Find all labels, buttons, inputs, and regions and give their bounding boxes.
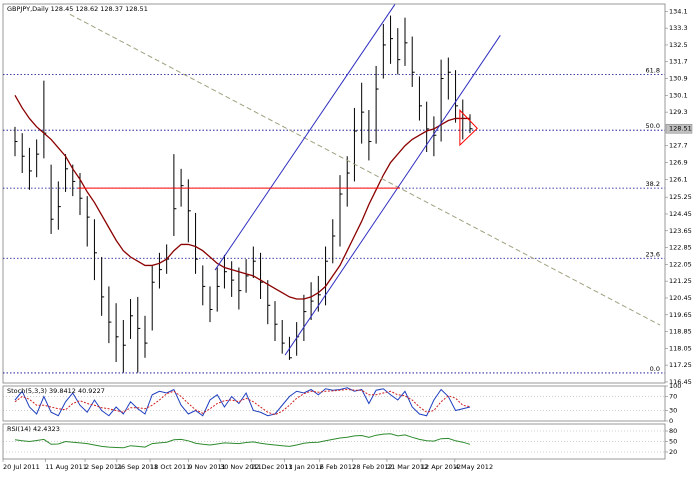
fib-label: 38.2: [646, 180, 660, 188]
x-tick-label: 2 Sep 2011: [85, 463, 122, 471]
panel-title: GBPJPY,Daily 128.45 128.62 128.37 128.51: [7, 5, 148, 13]
y-tick-label: 130.9: [669, 75, 688, 83]
y-tick-label: 127.7: [669, 142, 688, 150]
x-tick-label: 12 Apr 2012: [421, 463, 461, 471]
fib-label: 0.0: [650, 365, 660, 373]
panel-frame: [2, 3, 666, 384]
fib-label: 50.0: [646, 122, 660, 130]
y-tick-label: 122.85: [669, 244, 692, 252]
trendline: [459, 109, 478, 147]
x-tick-label: 26 Sep 2011: [117, 463, 158, 471]
x-tick-label: 11 Aug 2011: [45, 463, 87, 471]
plot-area: [3, 4, 665, 374]
panel-title: RSI(14) 42.4323: [7, 425, 60, 433]
y-tick-label: 80: [669, 427, 677, 435]
y-tick-label: 118.05: [669, 344, 692, 352]
last-price-label: 128.51: [669, 125, 692, 133]
y-tick-label: 120.45: [669, 294, 692, 302]
y-tick-label: 50: [669, 438, 677, 446]
y-tick-label: 121.25: [669, 277, 692, 285]
y-tick-label: 130.1: [669, 91, 688, 99]
x-tick-label: 28 Feb 2012: [352, 463, 392, 471]
trendline: [284, 35, 501, 356]
y-tick-label: 119.65: [669, 311, 692, 319]
y-tick-label: 117.25: [669, 361, 692, 369]
y-tick-label: 126.1: [669, 175, 688, 183]
x-tick-label: 30 Nov 2011: [220, 463, 262, 471]
y-tick-label: 70: [669, 393, 677, 401]
x-tick-label: 18 Oct 2011: [150, 463, 190, 471]
y-tick-label: 100: [669, 382, 681, 390]
y-tick-label: 125.25: [669, 193, 692, 201]
moving-average: [14, 95, 470, 300]
y-tick-label: 131.7: [669, 58, 688, 66]
indicator-line: [14, 388, 471, 416]
y-tick-label: 134.1: [669, 7, 688, 15]
fib-label: 23.6: [646, 250, 660, 258]
x-tick-label: 22 Dec 2011: [251, 463, 293, 471]
plot-area: [14, 387, 471, 417]
x-tick-label: 20 Jul 2011: [3, 463, 40, 471]
y-tick-label: 129.3: [669, 108, 688, 116]
y-tick-label: 0: [669, 417, 673, 425]
fib-label: 61.8: [646, 66, 660, 74]
indicator-line: [14, 387, 471, 417]
last-price-box: [665, 123, 693, 134]
y-tick-label: 30: [669, 407, 677, 415]
y-tick-label: 124.45: [669, 210, 692, 218]
x-tick-label: 4 May 2012: [455, 463, 493, 471]
x-tick-label: 6 Feb 2012: [320, 463, 356, 471]
y-tick-label: 122.05: [669, 260, 692, 268]
plot-area: [14, 433, 471, 449]
trendline: [69, 13, 661, 326]
y-tick-label: 123.65: [669, 227, 692, 235]
x-tick-label: 9 Nov 2011: [188, 463, 226, 471]
y-tick-label: 116.45: [669, 378, 692, 386]
y-tick-label: 126.9: [669, 159, 688, 167]
y-tick-label: 118.85: [669, 328, 692, 336]
indicator-line: [14, 433, 471, 449]
x-tick-label: 13 Jan 2012: [284, 463, 323, 471]
x-tick-label: 21 Mar 2012: [387, 463, 428, 471]
trendline: [214, 4, 396, 271]
y-tick-label: 133.3: [669, 24, 688, 32]
panel-title: Stoch(5,3,3) 39.8412 40.9227: [7, 387, 105, 395]
y-tick-label: 20: [669, 448, 677, 456]
y-tick-label: 132.5: [669, 41, 688, 49]
